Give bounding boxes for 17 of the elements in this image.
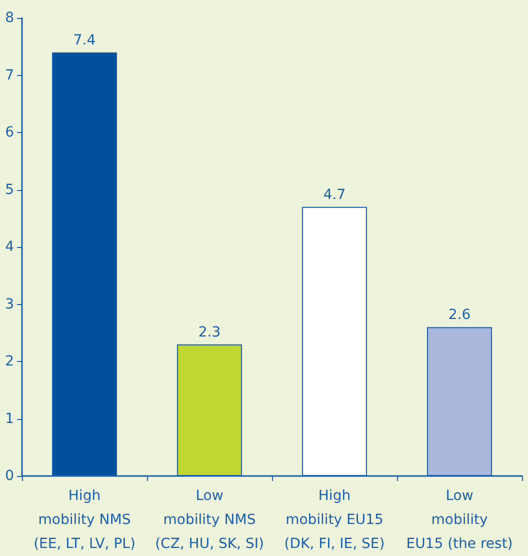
x-tick-label: High mobility EU15 (DK, FI, IE, SE) bbox=[284, 488, 385, 552]
y-tick-label: 1 bbox=[5, 410, 14, 427]
y-tick-label: 4 bbox=[5, 239, 14, 255]
y-tick-label: 3 bbox=[5, 296, 14, 312]
x-tick-label: High mobility NMS (EE, LT, LV, PL) bbox=[34, 488, 136, 552]
y-tick-label: 5 bbox=[5, 182, 14, 198]
data-label: 2.3 bbox=[198, 324, 221, 340]
data-label: 4.7 bbox=[323, 186, 346, 203]
data-label: 2.6 bbox=[448, 307, 471, 324]
y-tick-label: 7 bbox=[5, 67, 14, 84]
y-tick-label: 6 bbox=[5, 124, 14, 140]
data-label: 7.4 bbox=[73, 32, 96, 48]
x-tick-label: Low mobility EU15 (the rest) bbox=[406, 488, 513, 552]
y-tick-label: 2 bbox=[5, 354, 14, 370]
y-tick-label: 0 bbox=[5, 468, 14, 484]
y-tick-label: 8 bbox=[5, 10, 14, 26]
x-tick-label: Low mobility NMS (CZ, HU, SK, SI) bbox=[155, 488, 264, 552]
